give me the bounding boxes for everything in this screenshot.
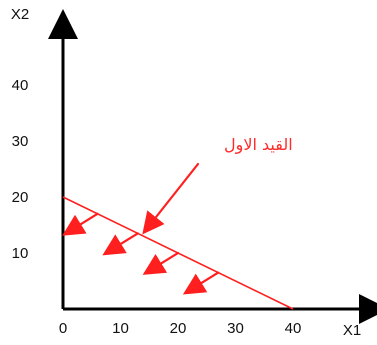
y-tick-label: 20: [12, 189, 29, 206]
x-tick-label: 30: [227, 320, 244, 337]
tick-layer: 0 10 20 30 40 10 20 30 40: [12, 77, 302, 337]
y-tick-label: 40: [12, 77, 29, 94]
y-tick-label: 10: [12, 245, 29, 262]
x-axis-label: X1: [343, 322, 361, 339]
arrow-layer: [62, 162, 220, 295]
annotation-arrow: [142, 162, 200, 235]
label-layer: X1 X2 القيد الاول: [11, 6, 361, 339]
y-axis-label: X2: [11, 6, 29, 23]
constraint-annotation: القيد الاول: [224, 135, 293, 155]
y-tick-label: 30: [12, 133, 29, 150]
x-tick-label: 20: [170, 320, 187, 337]
axis-layer: [48, 9, 377, 324]
feasible-direction-arrow: [142, 251, 180, 275]
x-tick-label: 40: [285, 320, 302, 337]
x-tick-label: 0: [59, 320, 67, 337]
feasible-direction-arrow: [102, 232, 139, 256]
feasible-direction-arrow: [182, 271, 220, 295]
x-tick-label: 10: [112, 320, 129, 337]
feasible-direction-arrow: [62, 212, 99, 236]
